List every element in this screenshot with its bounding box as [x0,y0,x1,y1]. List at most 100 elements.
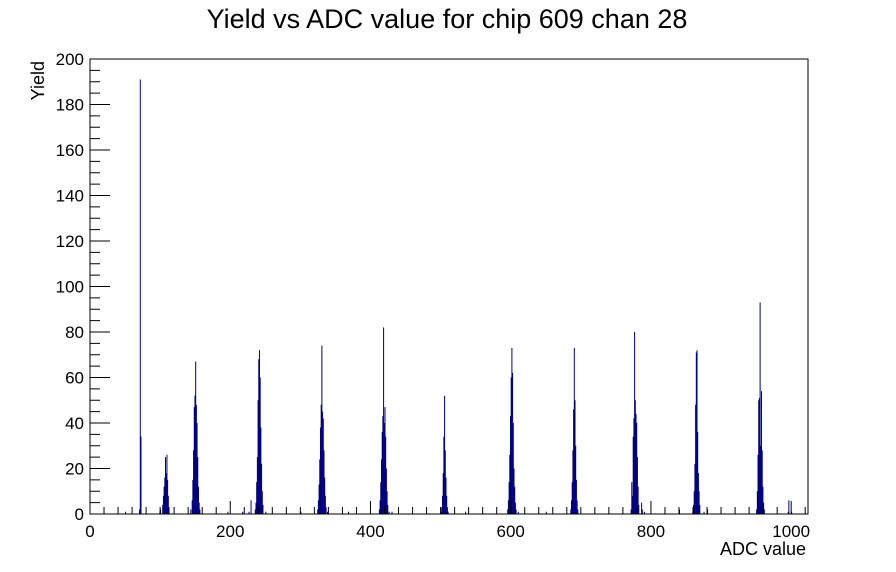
histogram-bin [378,509,380,514]
histogram-bin [574,400,576,514]
histogram-bin [162,504,164,514]
histogram-bin [446,495,448,514]
histogram-bin [763,509,765,514]
histogram-bin [259,377,261,514]
histogram-bin [248,511,250,514]
histogram-bin [195,361,197,514]
histogram-bin [758,397,760,514]
chart-title: Yield vs ADC value for chip 609 chan 28 [207,4,688,34]
histogram-bin [636,423,638,514]
histogram-bin [699,504,701,514]
histogram-bin [572,450,574,514]
histogram-bin [250,500,252,514]
histogram-bin [384,407,386,514]
histogram-bin [761,391,763,514]
histogram-bin [320,404,322,514]
histogram-bin [517,511,519,514]
y-tick-label: 60 [65,369,84,388]
y-tick-label: 100 [56,278,84,297]
histogram-bin [575,479,577,514]
histogram-bin [631,482,633,514]
histogram-bin [261,463,263,514]
histogram-bin [323,450,325,514]
histogram-bin [321,345,323,514]
histogram-bin [380,482,382,514]
histogram-bin [511,347,513,514]
histogram-bin [324,495,326,514]
y-tick-label: 160 [56,141,84,160]
histogram-bin [324,477,326,514]
x-tick-label: 800 [637,522,665,541]
histogram-bin [756,491,758,514]
histogram-bin [509,454,511,514]
histogram-bin [386,491,388,514]
histogram-bin [571,500,573,514]
histogram-bin [638,504,640,514]
histogram-bin [577,509,579,514]
histogram-bin [512,372,514,514]
x-tick-label: 600 [497,522,525,541]
histogram-bin [441,495,443,514]
histogram-bin [387,504,389,514]
histogram-bin [632,495,634,514]
histogram-bin [444,450,446,514]
histogram-bin [633,418,635,514]
x-tick-label: 400 [356,522,384,541]
plot-frame [89,58,809,515]
histogram-bin [165,473,167,514]
histogram-bin [508,482,510,514]
histogram-bin [168,507,170,514]
y-tick-label: 20 [65,460,84,479]
histogram-bin [199,509,201,514]
histogram-bin [380,459,382,514]
histogram-bin [262,504,264,514]
histogram-bin [512,423,514,514]
histogram-bin [575,445,577,514]
histogram-bin [325,507,327,514]
x-axis-label: ADC value [720,539,806,559]
histogram-bin [636,457,638,514]
histogram-bin [125,511,127,514]
y-tick-label: 180 [56,96,84,115]
histogram-bin [573,347,575,514]
histogram-bin [760,445,762,514]
histogram-bin [507,500,509,514]
histogram-bin [193,450,195,514]
histogram-bin [257,400,259,514]
histogram-bin [166,454,168,514]
histogram-bin [265,511,267,514]
histogram-bin [379,500,381,514]
histogram-bin [260,427,262,514]
histogram-bin [641,509,643,514]
histogram-bin [756,509,758,514]
histogram-bin [757,454,759,514]
histogram-bin [634,400,636,514]
histogram-bin [697,432,699,514]
histogram-bin [630,509,632,514]
histogram-bin [510,377,512,514]
histogram-bin [570,509,572,514]
histogram-bin [256,457,258,514]
histogram-bin [254,509,256,514]
histogram-bin [242,511,244,514]
histogram-bin [761,450,763,514]
histogram-bin [197,486,199,514]
histogram-bin [442,473,444,514]
histogram-bin [317,509,319,514]
histogram-bin [695,404,697,514]
histogram-bin [637,486,639,514]
histogram-bin [446,507,448,514]
histogram-bin [198,502,200,514]
y-tick-label: 80 [65,323,84,342]
histogram-bin [641,502,643,514]
histogram-bin [139,509,141,514]
histogram-bin [510,416,512,514]
histogram-bin [694,463,696,514]
histogram-bin [513,468,515,514]
histogram-bin [632,436,634,514]
histogram-bin [571,482,573,514]
histogram-bin [758,400,760,514]
histogram-bin [167,495,169,514]
histogram-bin [693,491,695,514]
histogram-bin [140,436,142,514]
